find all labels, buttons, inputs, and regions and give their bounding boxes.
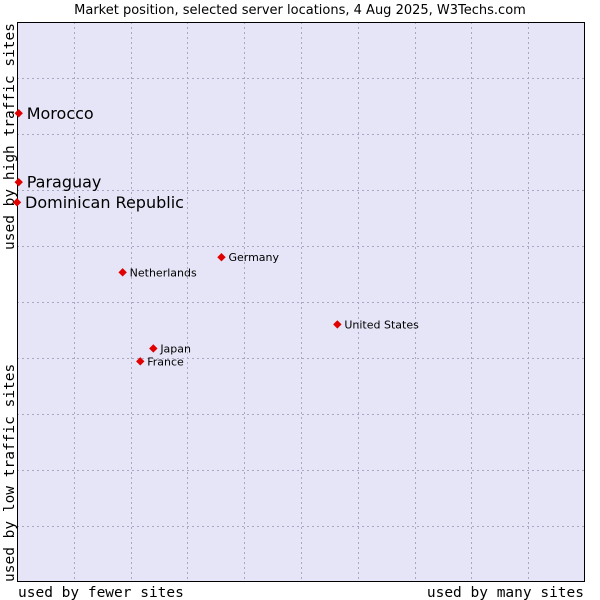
point-marker-japan xyxy=(149,344,158,353)
y-axis-label-bottom: used by low traffic sites xyxy=(2,364,18,582)
y-axis-label-top: used by high traffic sites xyxy=(2,23,18,250)
point-label-morocco: Morocco xyxy=(27,104,94,123)
point-marker-france xyxy=(136,357,145,366)
point-label-japan: Japan xyxy=(159,342,191,355)
grid-lines xyxy=(17,22,585,582)
point-marker-morocco xyxy=(14,109,23,118)
data-point-netherlands: Netherlands xyxy=(118,266,197,279)
data-point-germany: Germany xyxy=(217,251,280,264)
data-point-paraguay: Paraguay xyxy=(14,173,102,192)
data-point-morocco: Morocco xyxy=(14,104,94,123)
data-point-japan: Japan xyxy=(149,342,191,355)
point-marker-germany xyxy=(217,253,226,262)
chart-title: Market position, selected server locatio… xyxy=(74,3,526,18)
point-marker-dominican-republic xyxy=(12,198,22,207)
point-label-dominican-republic: Dominican Republic xyxy=(25,193,184,212)
data-point-dominican-republic: Dominican Republic xyxy=(12,193,184,212)
x-axis-label-left: used by fewer sites xyxy=(18,585,184,600)
point-marker-united-states xyxy=(333,320,342,329)
point-label-united-states: United States xyxy=(344,318,419,331)
point-marker-paraguay xyxy=(14,177,23,187)
data-point-united-states: United States xyxy=(333,318,419,331)
data-point-france: France xyxy=(136,355,184,368)
point-marker-netherlands xyxy=(118,268,127,277)
x-axis-label-right: used by many sites xyxy=(427,585,584,600)
point-label-netherlands: Netherlands xyxy=(130,266,197,279)
point-label-germany: Germany xyxy=(228,251,279,264)
point-label-paraguay: Paraguay xyxy=(27,173,102,192)
plot-border xyxy=(17,22,585,582)
point-label-france: France xyxy=(147,355,184,368)
